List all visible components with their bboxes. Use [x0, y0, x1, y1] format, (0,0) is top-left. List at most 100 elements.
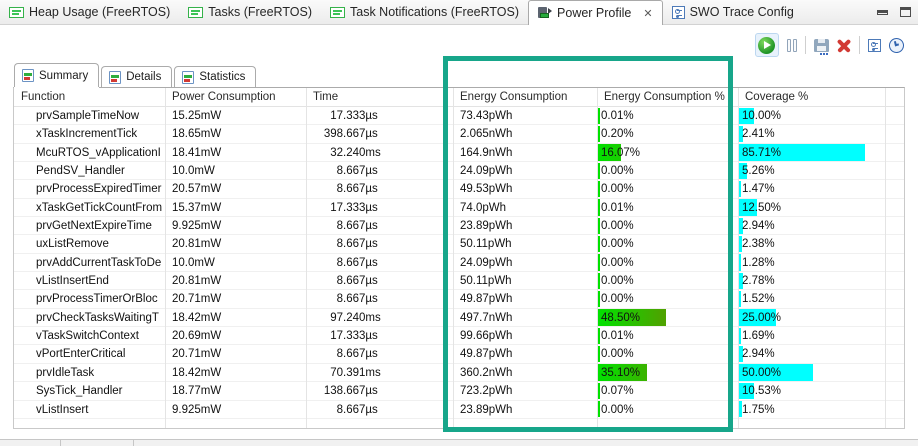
table-row[interactable]: vListInsert 9.925mW 8.667µs 23.89pWh 0.0… — [14, 401, 904, 419]
toolbar-separator — [805, 36, 806, 54]
column-divider[interactable] — [165, 88, 166, 428]
tab-details[interactable]: Details — [101, 66, 172, 87]
start-profiling-button[interactable] — [755, 33, 779, 57]
close-icon[interactable]: ✕ — [643, 7, 652, 20]
column-header-time[interactable]: Time — [306, 88, 453, 107]
column-header-power[interactable]: Power Consumption — [165, 88, 306, 107]
energy-consumption-value: 49.53pWh — [453, 180, 597, 197]
power-consumption-value: 20.81mW — [165, 272, 306, 289]
coverage-pct-cell: 25.00% — [738, 309, 885, 326]
clear-session-button[interactable] — [837, 38, 851, 52]
energy-consumption-value: 164.9nWh — [453, 144, 597, 161]
tab-task-notifications[interactable]: Task Notifications (FreeRTOS) — [321, 0, 528, 24]
column-divider[interactable] — [885, 88, 886, 428]
report-icon — [109, 71, 121, 84]
energy-consumption-pct-cell: 0.00% — [597, 235, 738, 252]
tab-summary[interactable]: Summary — [14, 63, 99, 87]
energy-consumption-pct-cell: 0.01% — [597, 199, 738, 216]
function-name: vPortEnterCritical — [14, 345, 165, 362]
table-row[interactable]: prvSampleTimeNow 15.25mW 17.333µs 73.43p… — [14, 107, 904, 125]
column-header-function[interactable]: Function — [14, 88, 165, 107]
tab-label: Summary — [39, 70, 88, 82]
column-divider[interactable] — [453, 88, 454, 428]
energy-consumption-pct-cell: 16.07% — [597, 144, 738, 161]
column-header-coverage[interactable]: Coverage % — [738, 88, 885, 107]
tab-heap-usage[interactable]: Heap Usage (FreeRTOS) — [0, 0, 179, 24]
energy-consumption-value: 73.43pWh — [453, 107, 597, 124]
table-row[interactable]: uxListRemove 20.81mW 8.667µs 50.11pWh 0.… — [14, 235, 904, 253]
table-row[interactable]: xTaskGetTickCountFrom 15.37mW 17.333µs 7… — [14, 199, 904, 217]
function-name: prvIdleTask — [14, 364, 165, 381]
coverage-pct-cell: 2.78% — [738, 272, 885, 289]
energy-consumption-value: 23.89pWh — [453, 401, 597, 418]
minimize-icon[interactable] — [877, 10, 888, 15]
coverage-pct-cell: 10.53% — [738, 382, 885, 399]
energy-consumption-value: 23.89pWh — [453, 217, 597, 234]
power-profile-icon — [538, 7, 552, 20]
time-value: 17.333µs — [306, 327, 453, 344]
view-toolbar — [755, 32, 905, 58]
play-icon — [758, 37, 775, 54]
energy-consumption-pct-cell: 0.07% — [597, 382, 738, 399]
table-row[interactable]: prvProcessExpiredTimer 20.57mW 8.667µs 4… — [14, 180, 904, 198]
energy-pct-value: 0.00% — [597, 165, 634, 177]
table-row[interactable]: SysTick_Handler 18.77mW 138.667µs 723.2p… — [14, 382, 904, 400]
table-row[interactable]: vPortEnterCritical 20.71mW 8.667µs 49.87… — [14, 345, 904, 363]
column-header-energy[interactable]: Energy Consumption — [453, 88, 597, 107]
function-name: SysTick_Handler — [14, 382, 165, 399]
energy-pct-value: 0.00% — [597, 238, 634, 250]
table-row[interactable]: PendSV_Handler 10.0mW 8.667µs 24.09pWh 0… — [14, 162, 904, 180]
power-profile-view: Heap Usage (FreeRTOS) Tasks (FreeRTOS) T… — [0, 0, 918, 446]
table-row[interactable]: prvProcessTimerOrBloc 20.71mW 8.667µs 49… — [14, 290, 904, 308]
table-row[interactable]: xTaskIncrementTick 18.65mW 398.667µs 2.0… — [14, 125, 904, 143]
column-header-energy-pct[interactable]: Energy Consumption % — [597, 88, 738, 107]
time-value: 8.667µs — [306, 254, 453, 271]
column-divider[interactable] — [306, 88, 307, 428]
energy-pct-value: 35.10% — [597, 367, 640, 379]
power-consumption-value: 20.69mW — [165, 327, 306, 344]
tab-label: Tasks (FreeRTOS) — [208, 5, 312, 19]
energy-consumption-pct-cell: 0.00% — [597, 254, 738, 271]
table-body: prvSampleTimeNow 15.25mW 17.333µs 73.43p… — [14, 107, 904, 419]
tab-tasks[interactable]: Tasks (FreeRTOS) — [179, 0, 321, 24]
table-row[interactable]: prvCheckTasksWaitingT 18.42mW 97.240ms 4… — [14, 309, 904, 327]
coverage-pct-cell: 1.52% — [738, 290, 885, 307]
timing-button[interactable] — [887, 36, 905, 54]
pause-profiling-button[interactable] — [787, 39, 798, 52]
time-value: 8.667µs — [306, 180, 453, 197]
power-consumption-value: 18.42mW — [165, 309, 306, 326]
maximize-icon[interactable] — [900, 7, 911, 17]
energy-consumption-pct-cell: 48.50% — [597, 309, 738, 326]
table-row[interactable]: prvGetNextExpireTime 9.925mW 8.667µs 23.… — [14, 217, 904, 235]
energy-pct-value: 0.00% — [597, 220, 634, 232]
energy-pct-value: 0.00% — [597, 293, 634, 305]
tab-label: Task Notifications (FreeRTOS) — [350, 5, 519, 19]
power-consumption-value: 10.0mW — [165, 162, 306, 179]
tab-statistics[interactable]: Statistics — [174, 66, 256, 87]
table-row[interactable]: McuRTOS_vApplicationI 18.41mW 32.240ms 1… — [14, 144, 904, 162]
time-value: 8.667µs — [306, 290, 453, 307]
function-name: prvProcessTimerOrBloc — [14, 290, 165, 307]
table-row[interactable]: vListInsertEnd 20.81mW 8.667µs 50.11pWh … — [14, 272, 904, 290]
coverage-pct-value: 2.41% — [738, 128, 775, 140]
power-consumption-value: 20.81mW — [165, 235, 306, 252]
power-consumption-value: 9.925mW — [165, 217, 306, 234]
pause-icon — [787, 39, 791, 52]
function-name: prvProcessExpiredTimer — [14, 180, 165, 197]
table-row[interactable]: vTaskSwitchContext 20.69mW 17.333µs 99.6… — [14, 327, 904, 345]
energy-pct-value: 0.00% — [597, 275, 634, 287]
table-row[interactable]: prvIdleTask 18.42mW 70.391ms 360.2nWh 35… — [14, 364, 904, 382]
energy-pct-value: 0.00% — [597, 348, 634, 360]
coverage-pct-cell: 50.00% — [738, 364, 885, 381]
coverage-pct-value: 10.53% — [738, 385, 781, 397]
energy-pct-value: 0.00% — [597, 257, 634, 269]
function-name: vListInsertEnd — [14, 272, 165, 289]
energy-pct-value: 48.50% — [597, 312, 640, 324]
save-session-button[interactable] — [814, 39, 829, 52]
coverage-pct-value: 2.38% — [738, 238, 775, 250]
tab-swo-trace-config[interactable]: SWO Trace Config — [663, 0, 803, 24]
coverage-pct-cell: 5.26% — [738, 162, 885, 179]
tab-power-profile[interactable]: Power Profile ✕ — [528, 0, 663, 25]
trace-config-button[interactable] — [868, 39, 881, 52]
table-row[interactable]: prvAddCurrentTaskToDe 10.0mW 8.667µs 24.… — [14, 254, 904, 272]
